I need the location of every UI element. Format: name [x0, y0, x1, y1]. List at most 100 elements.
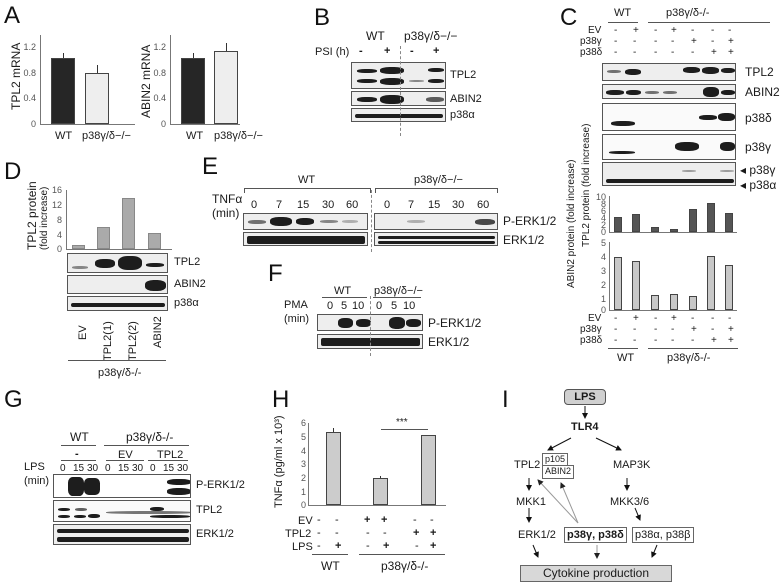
e-row-erk: ERK1/2 [503, 233, 545, 247]
h-rule-ko [359, 554, 445, 555]
d-tick: 0 [56, 244, 62, 254]
d-blot-abin2 [67, 275, 168, 294]
i-node-lps: LPS [564, 389, 606, 405]
b-blot-tpl2 [351, 62, 446, 89]
panel-label-g: G [4, 386, 23, 413]
h-significance: *** [396, 417, 408, 428]
d-x-axis [66, 249, 172, 250]
b-sign: - [410, 45, 414, 57]
c-ylabel-abin2: ABIN2 protein (fold increase) [566, 159, 577, 288]
b-sign: - [359, 45, 363, 57]
a-bar-ko [85, 73, 109, 124]
h-bar [373, 478, 388, 505]
g-rule-ko [104, 445, 189, 446]
c-bottom-bar [725, 265, 733, 310]
e-divider [371, 190, 372, 252]
h-x-axis [308, 505, 446, 506]
g-group-wt: WT [70, 430, 89, 444]
d-tick: 4 [56, 230, 62, 240]
f-row-perk: P-ERK1/2 [428, 316, 482, 330]
c-bottom-bar [689, 296, 697, 310]
c-blot-tpl2 [602, 63, 736, 81]
d-ylabel-2: (fold increase) [39, 186, 50, 250]
g-rule-sub-tpl2 [148, 460, 188, 461]
c-group-wt: WT [614, 7, 632, 19]
c-blot-abin2 [602, 84, 736, 99]
c-bottom-bar [614, 257, 622, 310]
d-tick: 12 [51, 200, 62, 210]
f-group-wt: WT [334, 285, 352, 297]
c-rule-ko-2 [648, 348, 738, 349]
d-bar [148, 233, 161, 249]
e-blot-erk-wt [243, 232, 368, 246]
a2-bar-wt [181, 58, 205, 124]
c-top-bar [725, 213, 733, 232]
d-rule [68, 360, 166, 361]
c-cond-ev: EV [588, 25, 602, 36]
h-cond-ev: EV [298, 515, 313, 527]
e-treat-2: (min) [212, 206, 240, 220]
i-node-abin2: ABIN2 [542, 465, 575, 479]
b-divider [400, 46, 401, 136]
g-treat-1: LPS [24, 461, 45, 473]
d-row-abin2: ABIN2 [174, 278, 206, 290]
a2-y-axis [170, 35, 171, 125]
c-cond-p38d-2: p38δ [580, 335, 603, 346]
g-row-perk: P-ERK1/2 [196, 479, 245, 491]
i-node-tlr4: TLR4 [571, 421, 599, 433]
f-group-ko: p38γ/δ−/− [374, 285, 423, 297]
c-bottom-y-axis [609, 242, 610, 311]
c-blot-p38g [602, 134, 736, 160]
a2-x-axis [170, 124, 240, 125]
e-group-ko: p38γ/δ−/− [414, 174, 463, 186]
g-row-tpl2: TPL2 [196, 504, 223, 516]
e-blot-erk-ko [374, 232, 498, 246]
i-node-p38gd: p38γ, p38δ [564, 527, 627, 544]
d-lane-tpl2-2: TPL2(2) [127, 321, 139, 361]
c-row-p38a-arrow: ◂ p38α [740, 178, 777, 192]
g-sub-ev: EV [118, 449, 133, 461]
g-treat-2: (min) [24, 475, 50, 487]
c-cond-p38g: p38γ [580, 36, 602, 47]
a-tick: 0.4 [153, 93, 166, 103]
a2-x-ko: p38γ/δ−/− [214, 130, 263, 142]
i-node-cytokine: Cytokine production [520, 565, 672, 582]
c-blot-p38g-p38a [602, 162, 736, 186]
c-bottom-bar [707, 256, 715, 310]
e-blot-perk-ko [374, 213, 498, 230]
panel-label-b: B [314, 4, 331, 31]
c-rule-ko [648, 22, 770, 23]
d-blot-tpl2 [67, 253, 168, 273]
d-bar [72, 245, 85, 249]
f-rule-wt [322, 297, 367, 298]
d-row-tpl2: TPL2 [174, 256, 201, 268]
g-blot-erk [53, 524, 191, 545]
panel-label-f: F [268, 260, 283, 287]
d-blot-p38a [67, 296, 168, 311]
e-bracket-wt [244, 188, 371, 193]
a-abin2-ylabel: ABIN2 mRNA [139, 44, 153, 118]
a2-x-wt: WT [186, 130, 204, 142]
c-top-bar [689, 209, 697, 232]
c-blot-p38d [602, 103, 736, 131]
a-tick: 1.2 [153, 42, 166, 52]
a-bar-wt [51, 58, 75, 124]
a-x-wt: WT [55, 130, 73, 142]
c-top-bar [651, 227, 659, 232]
d-row-p38a: p38α [174, 297, 199, 309]
h-group-ko: p38γ/δ-/- [381, 559, 429, 573]
d-ylabel-1: TPL2 protein [25, 181, 39, 250]
c-bottom-bar [651, 295, 659, 310]
d-tick: 8 [56, 215, 62, 225]
c-top-bar [614, 217, 622, 232]
b-blot-abin2 [351, 91, 446, 106]
panel-label-c: C [560, 4, 578, 31]
b-group-ko: p38γ/δ−/− [404, 29, 458, 43]
a-x-ko: p38γ/δ−/− [82, 130, 131, 142]
a2-bar-ko [214, 51, 238, 124]
c-rule-wt [608, 22, 638, 23]
h-cond-tpl2: TPL2 [285, 528, 312, 540]
c-group-wt-2: WT [617, 352, 635, 364]
c-group-ko-2: p38γ/δ-/- [667, 352, 711, 364]
h-significance-line [381, 429, 428, 430]
